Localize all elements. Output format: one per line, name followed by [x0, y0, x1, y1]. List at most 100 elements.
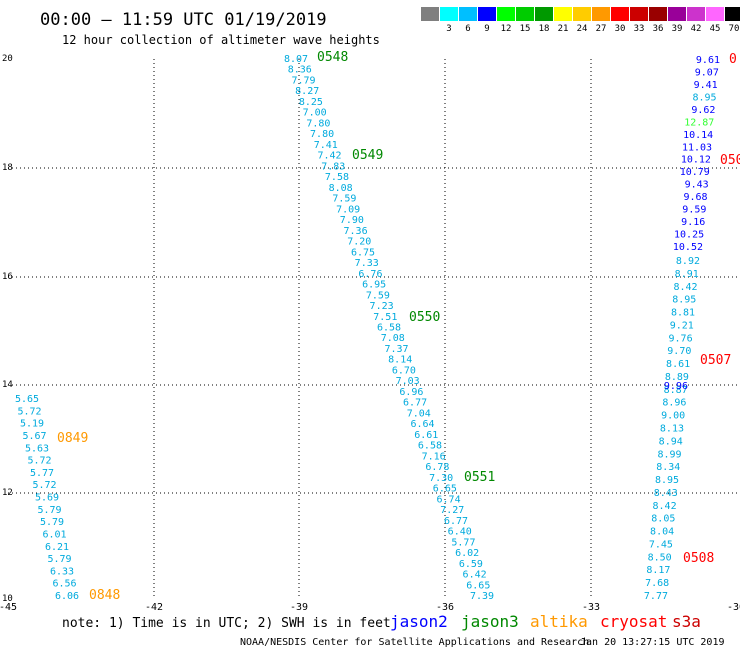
latitude-tick-label: 14 [2, 380, 13, 390]
satellite-key: jason2 jason3 altika cryosat s3a [390, 612, 701, 631]
wave-height-label: 8.87 [664, 385, 688, 396]
wave-height-label: 7.68 [645, 578, 669, 589]
wave-height-label: 5.69 [35, 493, 59, 504]
wave-height-label: 6.77 [403, 398, 427, 409]
longitude-tick-label: -39 [290, 602, 308, 613]
latitude-tick-label: 18 [2, 163, 13, 173]
pass-time-labels: 0548 0549 0550 0551 0849 0848 0 050 0507 0508 [57, 50, 740, 603]
wave-height-label: 6.42 [463, 570, 487, 581]
wave-height-label: 6.64 [410, 419, 434, 430]
wave-height-label: 6.21 [45, 542, 69, 553]
wave-height-label: 6.70 [392, 365, 416, 376]
footer-credit: NOAA/NESDIS Center for Satellite Applica… [240, 637, 589, 648]
wave-height-label: 9.21 [670, 320, 694, 331]
wave-height-label: 7.80 [306, 118, 330, 129]
pass-time-label: 050 [720, 153, 740, 168]
wave-height-label: 7.04 [407, 408, 431, 419]
map-grid [8, 59, 740, 599]
wave-height-label: 7.45 [649, 539, 673, 550]
pass-time-label: 0 [729, 52, 737, 67]
wave-height-label: 5.79 [38, 505, 62, 516]
wave-height-label: 10.79 [680, 167, 710, 178]
legend-label: 24 [577, 24, 588, 34]
wave-height-label: 8.14 [388, 355, 412, 366]
wave-height-label: 8.95 [655, 475, 679, 486]
wave-height-label: 7.33 [355, 258, 379, 269]
wave-height-label: 6.95 [362, 280, 386, 291]
wave-height-label: 7.16 [422, 451, 446, 462]
wave-height-label: 6.59 [459, 559, 483, 570]
wave-height-label: 6.40 [448, 527, 472, 538]
satellite-name: altika [530, 612, 588, 631]
wave-height-label: 6.56 [53, 579, 77, 590]
wave-height-label: 7.42 [317, 151, 341, 162]
pass-time-label: 0849 [57, 431, 88, 446]
wave-height-label: 7.59 [366, 290, 390, 301]
wave-height-label: 6.01 [43, 529, 67, 540]
wave-height-label: 12.87 [684, 117, 714, 128]
wave-height-label: 5.77 [30, 468, 54, 479]
map-subtitle: 12 hour collection of altimeter wave hei… [62, 33, 380, 47]
wave-height-label: 7.09 [336, 204, 360, 215]
wave-height-label: 8.04 [650, 527, 674, 538]
wave-height-label: 7.83 [321, 161, 345, 172]
legend-swatch [478, 7, 496, 21]
pass-time-label: 0507 [700, 353, 731, 368]
legend-swatch [668, 7, 686, 21]
legend-label: 3 [446, 24, 451, 34]
wave-height-label: 8.61 [666, 359, 690, 370]
legend-swatch [421, 7, 439, 21]
wave-height-label: 5.79 [48, 554, 72, 565]
wave-height-label: 5.77 [451, 537, 475, 548]
wave-height-label: 8.95 [672, 295, 696, 306]
longitude-tick-label: -45 [0, 602, 17, 613]
legend-swatch [592, 7, 610, 21]
wave-height-label: 7.59 [332, 194, 356, 205]
wave-height-label: 10.52 [673, 242, 703, 253]
altimeter-tracks: 5.655.725.195.675.635.725.775.725.695.79… [15, 54, 720, 602]
longitude-tick-label: -30 [727, 602, 740, 613]
wave-height-label: 7.20 [347, 237, 371, 248]
wave-height-label: 8.95 [693, 92, 717, 103]
pass-time-label: 0508 [683, 551, 714, 566]
wave-height-label: 6.96 [399, 387, 423, 398]
legend-swatch [649, 7, 667, 21]
wave-height-label: 8.42 [673, 282, 697, 293]
wave-height-label: 8.50 [648, 552, 672, 563]
wave-height-label: 5.72 [18, 406, 42, 417]
wave-height-label: 6.58 [418, 441, 442, 452]
wave-height-label: 7.58 [325, 172, 349, 183]
wave-height-label: 8.89 [665, 372, 689, 383]
wave-height-label: 7.90 [340, 215, 364, 226]
wave-height-label: 9.62 [691, 105, 715, 116]
satellite-name: s3a [672, 612, 701, 631]
wave-height-label: 6.58 [377, 323, 401, 334]
wave-height-label: 9.76 [669, 333, 693, 344]
longitude-tick-label: -42 [145, 602, 163, 613]
wave-height-label: 6.74 [437, 494, 461, 505]
wave-height-label: 9.96 [664, 381, 688, 392]
wave-height-label: 9.61 [696, 55, 720, 66]
wave-height-label: 9.16 [681, 217, 705, 228]
satellite-name: jason3 [461, 612, 519, 631]
legend-swatch [706, 7, 724, 21]
wave-height-label: 7.30 [429, 473, 453, 484]
legend-label: 36 [653, 24, 664, 34]
wave-height-label: 8.94 [659, 436, 683, 447]
wave-height-label: 7.37 [384, 344, 408, 355]
wave-height-label: 9.59 [682, 205, 706, 216]
legend-swatch [440, 7, 458, 21]
legend-label: 9 [484, 24, 489, 34]
wave-height-label: 9.68 [683, 192, 707, 203]
wave-height-label: 8.25 [299, 97, 323, 108]
wave-height-label: 8.34 [656, 462, 680, 473]
map-axes: -45 -42 -39 -36 -33 -30 20 18 16 14 12 10 [0, 54, 740, 613]
footer-note: note: 1) Time is in UTC; 2) SWH is in fe… [62, 616, 391, 631]
wave-height-label: 9.70 [667, 346, 691, 357]
legend-swatch [459, 7, 477, 21]
wave-height-label: 5.65 [15, 394, 39, 405]
wave-height-label: 10.25 [674, 230, 704, 241]
wave-height-label: 6.65 [433, 484, 457, 495]
